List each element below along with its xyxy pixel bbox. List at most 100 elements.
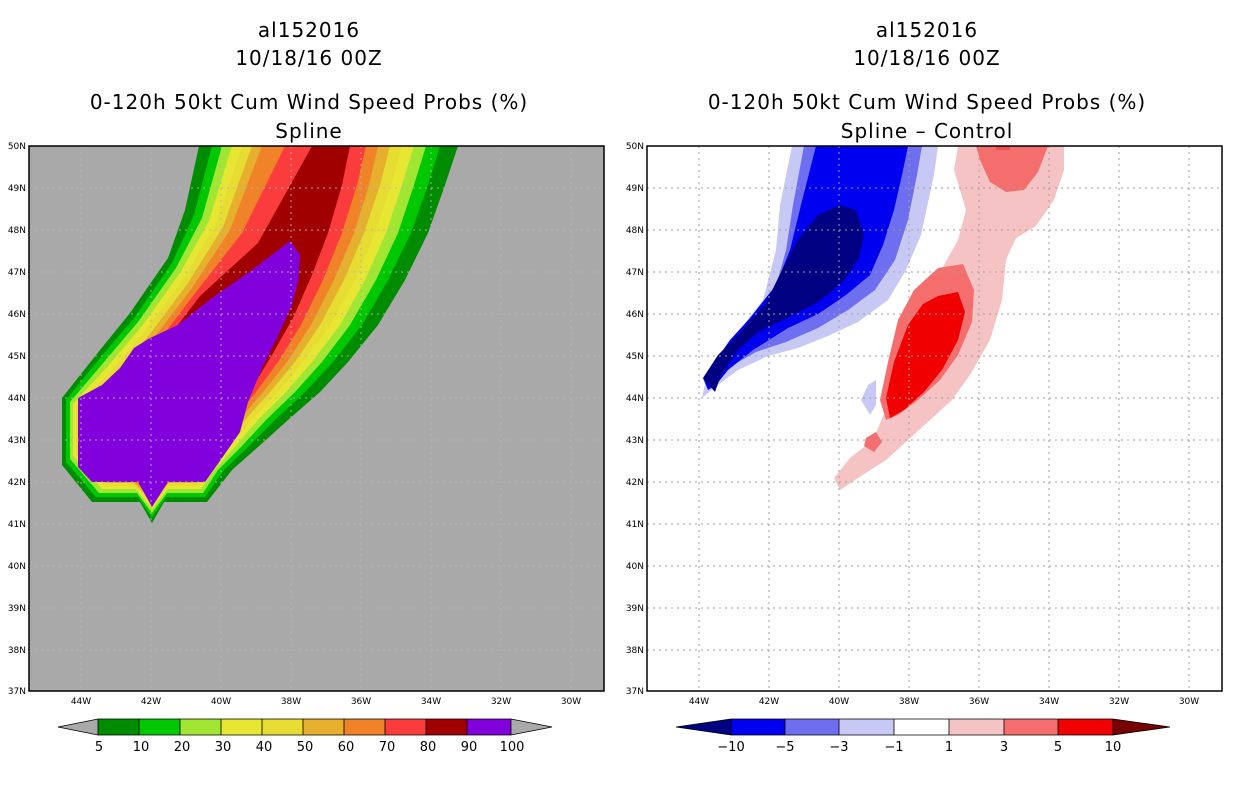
colorbar-label: −1 (884, 740, 903, 755)
contour-band-neg10 (703, 205, 864, 392)
colorbar-label: −10 (717, 740, 744, 755)
storm-id: al152016 (257, 18, 361, 42)
y-tick-label: 42N (8, 478, 26, 488)
y-tick-label: 49N (8, 184, 26, 194)
contour-band-90 (78, 241, 300, 507)
colorbar-swatch (894, 719, 949, 735)
y-tick-label: 48N (626, 226, 644, 236)
y-tick-label: 44N (626, 394, 644, 404)
colorbar-swatch (426, 719, 467, 735)
colorbar-low-arrow (676, 719, 731, 735)
colorbar-low-arrow (58, 719, 98, 735)
y-tick-label: 48N (8, 226, 26, 236)
colorbar-swatch (98, 719, 139, 735)
colorbar-label: 10 (133, 740, 150, 755)
colorbar-swatch (949, 719, 1004, 735)
y-tick-label: 40N (8, 562, 26, 572)
y-tick-label: 50N (626, 142, 644, 152)
y-tick-label: 39N (626, 604, 644, 614)
y-tick-label: 45N (8, 352, 26, 362)
x-tick-label: 38W (281, 697, 301, 707)
x-tick-label: 42W (759, 697, 779, 707)
x-tick-label: 38W (899, 697, 919, 707)
x-tick-label: 32W (491, 697, 511, 707)
contour-band-neg1-small (861, 380, 876, 415)
y-tick-label: 37N (8, 687, 26, 697)
y-tick-label: 45N (626, 352, 644, 362)
colorbar-swatch (1004, 719, 1058, 735)
x-tick-label: 40W (829, 697, 849, 707)
y-tick-label: 37N (626, 687, 644, 697)
grid-lines (29, 146, 604, 691)
y-tick-label: 38N (8, 646, 26, 656)
x-tick-label: 30W (1179, 697, 1199, 707)
y-tick-label: 46N (8, 310, 26, 320)
y-tick-label: 43N (626, 436, 644, 446)
map-frame (28, 145, 605, 692)
difference-contours (702, 146, 1064, 490)
colorbar-label: 60 (338, 740, 355, 755)
y-axis-labels: 50N 49N 48N 47N 46N 45N 44N 43N 42N 41N … (626, 142, 644, 697)
x-tick-label: 32W (1109, 697, 1129, 707)
y-tick-label: 47N (8, 268, 26, 278)
probability-contours (62, 146, 458, 523)
y-tick-label: 42N (626, 478, 644, 488)
spline-panel: al152016 10/18/16 00Z 0-120h 50kt Cum Wi… (8, 18, 605, 755)
colorbar-swatch (467, 719, 511, 735)
colorbar: 5 10 20 30 40 50 60 70 80 90 100 (57, 718, 553, 755)
colorbar-swatch (139, 719, 180, 735)
x-tick-label: 44W (689, 697, 709, 707)
colorbar-swatch (385, 719, 426, 735)
colorbar: −10 −5 −3 −1 1 3 5 10 (675, 718, 1171, 755)
y-tick-label: 47N (626, 268, 644, 278)
x-tick-label: 34W (1039, 697, 1059, 707)
colorbar-label: 20 (174, 740, 191, 755)
colorbar-label: 10 (1105, 740, 1122, 755)
colorbar-label: 3 (1000, 740, 1008, 755)
colorbar-high-arrow (511, 719, 552, 735)
panel-subtitle: Spline – Control (840, 119, 1014, 143)
x-tick-label: 36W (969, 697, 989, 707)
y-tick-label: 43N (8, 436, 26, 446)
product-title: 0-120h 50kt Cum Wind Speed Probs (%) (89, 90, 529, 114)
colorbar-label: 30 (215, 740, 232, 755)
colorbar-label: 50 (297, 740, 314, 755)
contour-band-pos10 (996, 146, 1010, 150)
y-tick-label: 41N (626, 520, 644, 530)
contour-band-pos5 (886, 292, 965, 418)
spline-probability-map: 50N 49N 48N 47N 46N 45N 44N 43N 42N 41N … (8, 142, 605, 755)
x-axis-labels: 44W 42W 40W 38W 36W 34W 32W 30W (71, 697, 581, 707)
colorbar-swatch (180, 719, 221, 735)
forecast-datetime: 10/18/16 00Z (235, 46, 383, 70)
colorbar-label: −5 (775, 740, 794, 755)
y-tick-label: 46N (626, 310, 644, 320)
y-tick-label: 44N (8, 394, 26, 404)
y-tick-label: 41N (8, 520, 26, 530)
y-axis-labels: 50N 49N 48N 47N 46N 45N 44N 43N 42N 41N … (8, 142, 26, 697)
forecast-datetime: 10/18/16 00Z (853, 46, 1001, 70)
y-tick-label: 50N (8, 142, 26, 152)
map-background (647, 146, 1222, 691)
colorbar-high-arrow (1113, 719, 1170, 735)
colorbar-swatch (344, 719, 385, 735)
colorbar-swatch (221, 719, 262, 735)
x-tick-label: 36W (351, 697, 371, 707)
colorbar-swatch (1058, 719, 1113, 735)
colorbar-label: 1 (945, 740, 953, 755)
product-title: 0-120h 50kt Cum Wind Speed Probs (%) (707, 90, 1147, 114)
colorbar-label: 80 (420, 740, 437, 755)
x-tick-label: 40W (211, 697, 231, 707)
x-tick-label: 34W (421, 697, 441, 707)
grid-lines (647, 146, 1222, 691)
colorbar-swatch (731, 719, 785, 735)
colorbar-label: 90 (461, 740, 478, 755)
difference-panel: al152016 10/18/16 00Z 0-120h 50kt Cum Wi… (618, 0, 1236, 800)
y-tick-label: 40N (626, 562, 644, 572)
colorbar-label: 5 (95, 740, 103, 755)
storm-id: al152016 (875, 18, 979, 42)
map-frame (646, 145, 1223, 692)
x-tick-label: 30W (561, 697, 581, 707)
colorbar-label: 40 (256, 740, 273, 755)
colorbar-label: 5 (1054, 740, 1062, 755)
colorbar-label: 100 (500, 740, 525, 755)
